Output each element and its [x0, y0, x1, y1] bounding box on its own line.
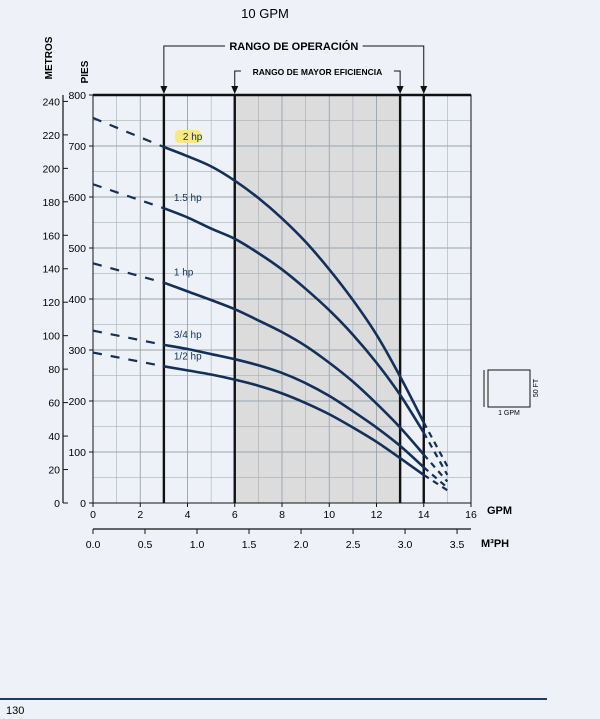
metros-axis-title: METROS — [44, 36, 55, 79]
curve-label-1-5-hp: 1.5 hp — [174, 193, 202, 204]
metros-tick-label: 180 — [42, 197, 60, 209]
curve-label-3-4-hp: 3/4 hp — [174, 330, 202, 341]
curve-dash-left-2-hp — [92, 116, 165, 149]
gpm-axis: 0 2 4 6 8 10 12 14 16 — [90, 503, 477, 521]
curve-dash-right-1-hp — [422, 453, 449, 483]
pies-tick-label: 100 — [68, 447, 86, 459]
gpm-tick-label: 10 — [323, 509, 335, 521]
m3ph-tick-label: 3.5 — [450, 539, 465, 551]
curve-2-hp: 2 hp — [92, 116, 449, 467]
pies-axis-title: PIES — [80, 60, 91, 83]
scale-key-width-label: 1 GPM — [498, 410, 520, 417]
curve-line-1-5-hp — [162, 206, 426, 434]
curve-dash-right-1-5-hp — [422, 432, 449, 476]
pies-tick-label: 500 — [68, 243, 86, 255]
scale-key: 1 GPM 50 FT — [483, 369, 540, 417]
scale-key-height-label: 50 FT — [533, 378, 540, 397]
gpm-tick-label: 4 — [185, 509, 191, 521]
curve-label-highlight — [174, 130, 201, 144]
gpm-tick-label: 8 — [279, 509, 285, 521]
pies-tick-label: 300 — [68, 345, 86, 357]
curve-3-4-hp: 3/4 hp — [92, 329, 449, 489]
curve-dash-left-1-5-hp — [92, 183, 165, 210]
operating-range-bracket: RANGO DE OPERACIÓN — [160, 40, 428, 94]
metros-axis: 0 20 40 60 80 100 120 140 160 180 200 220 240 — [42, 95, 68, 510]
scale-key-box — [487, 369, 531, 408]
m3ph-axis: 0.0 0.5 1.0 1.5 2.0 2.5 3.0 3.5 — [86, 528, 471, 551]
gpm-tick-label: 0 — [90, 509, 96, 521]
pies-tick-label: 700 — [68, 141, 86, 153]
pies-tick-label: 800 — [68, 90, 86, 102]
efficiency-range-label: RANGO DE MAYOR EFICIENCIA — [253, 67, 383, 77]
gpm-tick-label: 6 — [232, 509, 238, 521]
curve-label-2-hp: 2 hp — [183, 132, 203, 143]
metros-tick-label: 0 — [54, 498, 60, 510]
efficiency-range-bracket: RANGO DE MAYOR EFICIENCIA — [231, 65, 404, 94]
metros-tick-label: 40 — [48, 431, 60, 443]
curve-dash-left-3-4-hp — [92, 329, 165, 346]
curve-1-hp: 1 hp — [92, 262, 449, 483]
metros-tick-label: 80 — [48, 364, 60, 376]
m3ph-tick-label: 2.0 — [294, 539, 309, 551]
pies-tick-label: 200 — [68, 396, 86, 408]
pies-axis: 0 100 200 300 400 500 600 700 800 — [68, 90, 93, 510]
curve-dash-left-1-2-hp — [92, 351, 165, 368]
m3ph-tick-label: 1.5 — [242, 539, 257, 551]
metros-tick-label: 60 — [48, 398, 60, 410]
pies-tick-label: 400 — [68, 294, 86, 306]
curve-line-2-hp — [162, 145, 426, 424]
pies-tick-label: 600 — [68, 192, 86, 204]
metros-tick-label: 240 — [42, 96, 60, 108]
metros-tick-label: 160 — [42, 230, 60, 242]
m3ph-tick-label: 0.0 — [86, 539, 101, 551]
gpm-tick-label: 14 — [418, 509, 430, 521]
curve-1-5-hp: 1.5 hp — [92, 183, 449, 476]
curve-line-3-4-hp — [162, 343, 426, 469]
metros-tick-label: 140 — [42, 264, 60, 276]
curve-dash-right-2-hp — [422, 421, 449, 467]
gpm-tick-label: 16 — [465, 509, 477, 521]
pump-curves: 2 hp 1.5 hp 1 hp 3/4 hp 1/2 hp — [92, 116, 449, 492]
curve-1-2-hp: 1/2 hp — [92, 351, 448, 492]
m3ph-tick-label: 0.5 — [138, 539, 153, 551]
operating-range-label: RANGO DE OPERACIÓN — [229, 40, 358, 53]
curve-dash-right-1-2-hp — [423, 474, 448, 492]
metros-tick-label: 200 — [42, 163, 60, 175]
curve-label-1-2-hp: 1/2 hp — [174, 351, 202, 362]
m3ph-tick-label: 3.0 — [398, 539, 413, 551]
metros-tick-label: 220 — [42, 130, 60, 142]
page-number: 130 — [6, 705, 24, 717]
m3ph-tick-label: 2.5 — [346, 539, 361, 551]
gpm-tick-label: 2 — [137, 509, 143, 521]
page-title: 10 GPM — [241, 6, 289, 21]
curve-line-1-hp — [162, 281, 426, 456]
metros-tick-label: 120 — [42, 297, 60, 309]
gpm-axis-title: GPM — [487, 505, 512, 517]
range-lines — [162, 95, 425, 503]
m3ph-tick-label: 1.0 — [190, 539, 205, 551]
metros-tick-label: 20 — [48, 465, 60, 477]
curve-line-1-2-hp — [162, 365, 426, 477]
metros-tick-label: 100 — [42, 331, 60, 343]
curve-label-1-hp: 1 hp — [174, 268, 194, 279]
gpm-tick-label: 12 — [371, 509, 383, 521]
curve-dash-left-1-hp — [92, 262, 165, 284]
curve-dash-right-3-4-hp — [423, 466, 449, 489]
pies-tick-label: 0 — [80, 498, 86, 510]
m3ph-axis-title: M³PH — [481, 538, 509, 550]
